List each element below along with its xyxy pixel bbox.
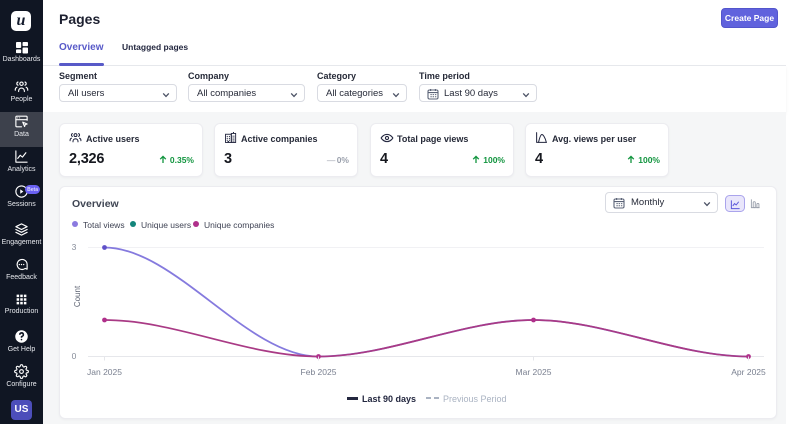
svg-text:Apr 2025: Apr 2025 — [731, 367, 766, 377]
svg-text:Mar 2025: Mar 2025 — [516, 367, 552, 377]
svg-text:Feb 2025: Feb 2025 — [301, 367, 337, 377]
svg-text:Jan 2025: Jan 2025 — [87, 367, 122, 377]
svg-text:0: 0 — [72, 351, 77, 361]
svg-text:3: 3 — [72, 242, 77, 252]
